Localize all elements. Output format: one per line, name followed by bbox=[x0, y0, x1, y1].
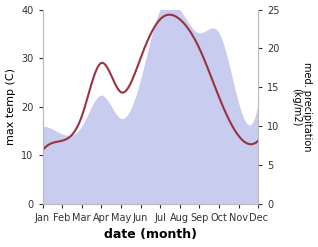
Y-axis label: max temp (C): max temp (C) bbox=[5, 68, 16, 145]
Y-axis label: med. precipitation
(kg/m2): med. precipitation (kg/m2) bbox=[291, 62, 313, 151]
X-axis label: date (month): date (month) bbox=[104, 228, 197, 242]
